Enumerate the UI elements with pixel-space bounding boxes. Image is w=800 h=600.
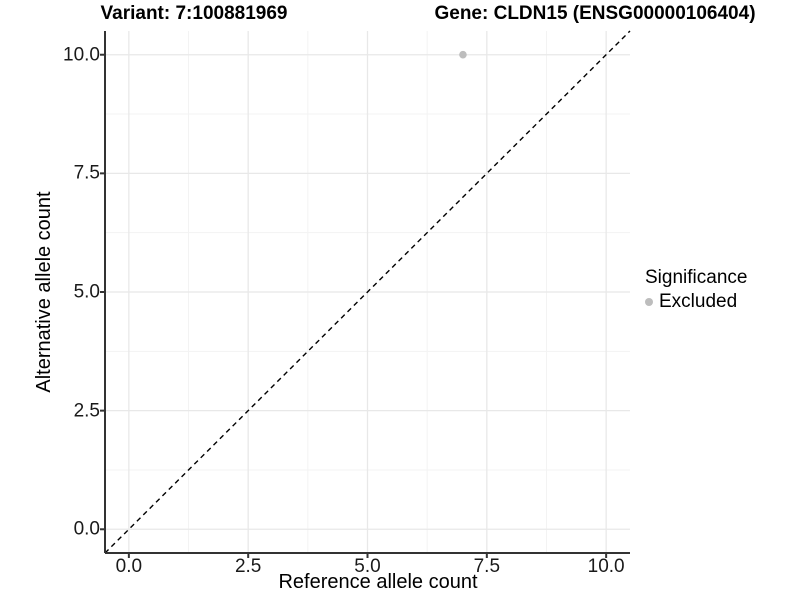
y-tick-label: 5.0 bbox=[73, 281, 100, 303]
gene-title: Gene: CLDN15 (ENSG00000106404) bbox=[434, 3, 756, 24]
excluded-point-icon bbox=[645, 297, 653, 306]
legend: Significance Excluded bbox=[645, 268, 747, 311]
y-tick-label: 0.0 bbox=[73, 518, 100, 540]
data-point bbox=[459, 50, 467, 59]
legend-title: Significance bbox=[645, 267, 748, 288]
x-axis-title: Reference allele count bbox=[278, 571, 478, 593]
x-tick-label: 5.0 bbox=[354, 556, 381, 577]
y-tick-label: 2.5 bbox=[73, 400, 100, 422]
x-tick-label: 7.5 bbox=[473, 556, 501, 577]
y-axis-title: Alternative allele count bbox=[33, 191, 55, 393]
x-tick-label: 0.0 bbox=[115, 556, 143, 577]
x-tick-label: 10.0 bbox=[587, 556, 625, 577]
legend-item-label: Excluded bbox=[659, 291, 738, 312]
y-tick-label: 10.0 bbox=[63, 44, 100, 66]
variant-title: Variant: 7:100881969 bbox=[100, 3, 288, 24]
legend-item-excluded: Excluded bbox=[645, 292, 747, 311]
identity-line bbox=[104, 30, 631, 554]
x-tick-label: 2.5 bbox=[234, 556, 262, 577]
y-tick-label: 7.5 bbox=[73, 162, 100, 184]
